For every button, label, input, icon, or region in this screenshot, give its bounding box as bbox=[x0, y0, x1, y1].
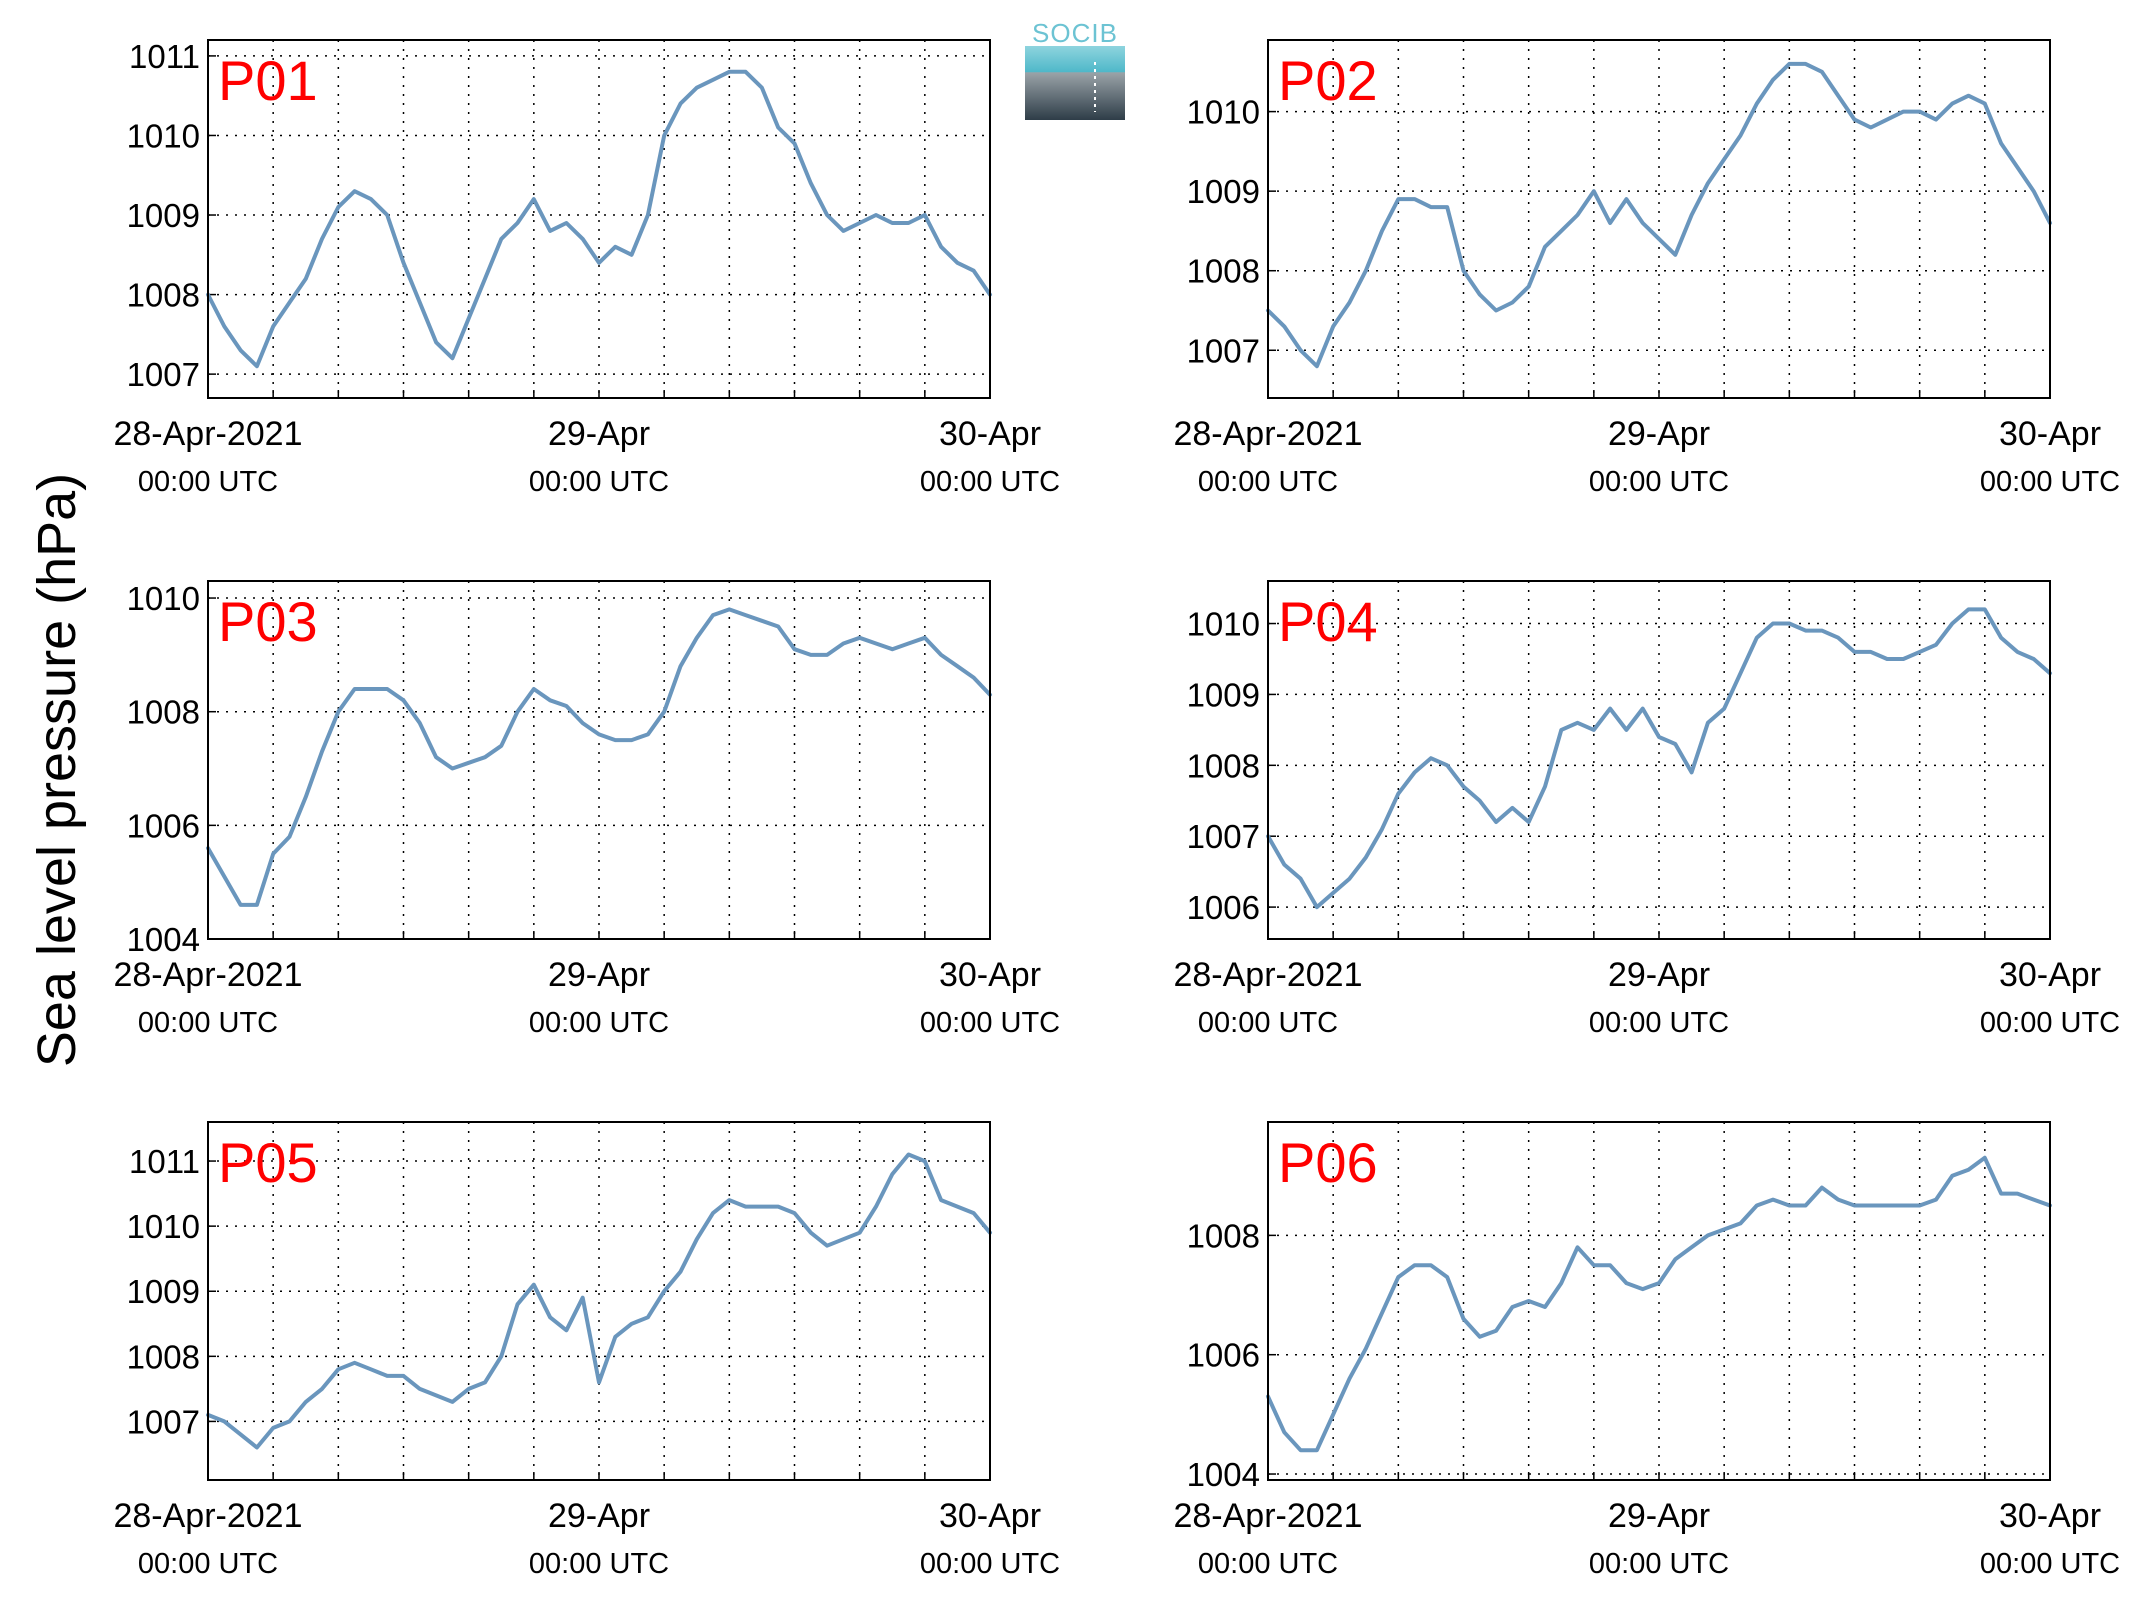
y-tick-label: 1008 bbox=[1187, 1217, 1260, 1254]
x-tick-sublabel: 00:00 UTC bbox=[138, 1548, 278, 1580]
y-axis-label: Sea level pressure (hPa) bbox=[27, 473, 87, 1067]
station-label: P02 bbox=[1278, 49, 1378, 112]
axes-frame bbox=[207, 39, 991, 399]
y-tick-label: 1008 bbox=[127, 1338, 200, 1375]
x-tick-label: 29-Apr bbox=[548, 1497, 650, 1535]
axes-frame bbox=[207, 580, 991, 940]
x-tick-sublabel: 00:00 UTC bbox=[1980, 466, 2120, 498]
x-tick-sublabel: 00:00 UTC bbox=[138, 1007, 278, 1039]
x-tick-label: 28-Apr-2021 bbox=[1173, 415, 1362, 453]
y-tick-label: 1007 bbox=[127, 1403, 200, 1440]
x-tick-label: 28-Apr-2021 bbox=[113, 1497, 302, 1535]
series-line bbox=[206, 1152, 992, 1450]
x-tick-label: 30-Apr bbox=[939, 1497, 1041, 1535]
y-tick-label: 1007 bbox=[1187, 818, 1260, 855]
x-tick-label: 28-Apr-2021 bbox=[1173, 956, 1362, 994]
x-tick-label: 29-Apr bbox=[548, 415, 650, 453]
x-tick-label: 29-Apr bbox=[1608, 1497, 1710, 1535]
plot-area bbox=[208, 1122, 990, 1480]
y-tick-label: 1010 bbox=[1187, 94, 1260, 131]
x-tick-sublabel: 00:00 UTC bbox=[1980, 1548, 2120, 1580]
socib-logo: SOCIB bbox=[1025, 18, 1125, 120]
y-tick-label: 1011 bbox=[129, 1143, 200, 1180]
x-tick-sublabel: 00:00 UTC bbox=[138, 466, 278, 498]
x-tick-sublabel: 00:00 UTC bbox=[1198, 466, 1338, 498]
y-tick-label: 1006 bbox=[127, 807, 200, 844]
y-tick-label: 1008 bbox=[127, 694, 200, 731]
x-tick-label: 29-Apr bbox=[1608, 415, 1710, 453]
plot-area bbox=[1268, 40, 2050, 398]
y-tick-label: 1009 bbox=[1187, 173, 1260, 210]
panel-p05: 1007 1008 1009 1010 1011 28-Apr-2021 00:00 UTC… bbox=[113, 1121, 1060, 1580]
x-tick-sublabel: 00:00 UTC bbox=[1980, 1007, 2120, 1039]
plot-area bbox=[208, 40, 990, 398]
x-tick-label: 28-Apr-2021 bbox=[1173, 1497, 1362, 1535]
station-label: P03 bbox=[218, 590, 318, 653]
y-tick-label: 1010 bbox=[127, 1208, 200, 1245]
y-tick-label: 1009 bbox=[1187, 676, 1260, 713]
x-tick-sublabel: 00:00 UTC bbox=[529, 466, 669, 498]
panels: 1007 1008 1009 1010 1011 28-Apr-2021 00:00 UTC… bbox=[113, 38, 2120, 1580]
station-label: P05 bbox=[218, 1131, 318, 1194]
x-tick-label: 29-Apr bbox=[548, 956, 650, 994]
panel-p03: 1004 1006 1008 1010 28-Apr-2021 00:00 UTC 29-A… bbox=[113, 580, 1060, 1039]
series-line bbox=[1266, 1155, 2052, 1453]
y-tick-label: 1009 bbox=[127, 1273, 200, 1310]
x-tick-label: 29-Apr bbox=[1608, 956, 1710, 994]
series-line bbox=[1266, 61, 2052, 369]
station-label: P06 bbox=[1278, 1131, 1378, 1194]
y-tick-label: 1009 bbox=[127, 197, 200, 234]
axes-frame bbox=[1267, 580, 2051, 940]
x-tick-sublabel: 00:00 UTC bbox=[920, 466, 1060, 498]
logo-mark bbox=[1025, 46, 1125, 120]
y-tick-label: 1008 bbox=[127, 277, 200, 314]
x-tick-sublabel: 00:00 UTC bbox=[1589, 1007, 1729, 1039]
y-tick-label: 1010 bbox=[127, 580, 200, 617]
y-tick-label: 1010 bbox=[127, 117, 200, 154]
y-tick-label: 1004 bbox=[127, 921, 200, 958]
axes-frame bbox=[1267, 1121, 2051, 1481]
panel-p04: 1006 1007 1008 1009 1010 28-Apr-2021 00:00 UTC… bbox=[1173, 580, 2120, 1039]
x-tick-sublabel: 00:00 UTC bbox=[1198, 1548, 1338, 1580]
y-tick-label: 1007 bbox=[127, 356, 200, 393]
y-tick-label: 1011 bbox=[129, 38, 200, 75]
x-tick-label: 30-Apr bbox=[1999, 415, 2101, 453]
x-tick-label: 28-Apr-2021 bbox=[113, 415, 302, 453]
x-tick-label: 30-Apr bbox=[1999, 956, 2101, 994]
station-label: P01 bbox=[218, 49, 318, 112]
y-tick-label: 1004 bbox=[1187, 1456, 1260, 1493]
x-tick-label: 30-Apr bbox=[939, 956, 1041, 994]
x-tick-sublabel: 00:00 UTC bbox=[529, 1007, 669, 1039]
y-tick-label: 1006 bbox=[1187, 889, 1260, 926]
y-tick-label: 1008 bbox=[1187, 747, 1260, 784]
x-tick-sublabel: 00:00 UTC bbox=[1589, 1548, 1729, 1580]
series-line bbox=[1266, 607, 2052, 910]
panel-p06: 1004 1006 1008 28-Apr-2021 00:00 UTC 29-Apr 00… bbox=[1173, 1121, 2120, 1580]
x-tick-sublabel: 00:00 UTC bbox=[920, 1548, 1060, 1580]
series-line bbox=[206, 69, 992, 369]
x-tick-label: 30-Apr bbox=[939, 415, 1041, 453]
x-tick-label: 28-Apr-2021 bbox=[113, 956, 302, 994]
x-tick-sublabel: 00:00 UTC bbox=[920, 1007, 1060, 1039]
y-tick-label: 1010 bbox=[1187, 606, 1260, 643]
axes-frame bbox=[1267, 39, 2051, 399]
plot-area bbox=[208, 581, 990, 939]
plot-area bbox=[1268, 581, 2050, 939]
y-tick-label: 1008 bbox=[1187, 253, 1260, 290]
y-tick-label: 1006 bbox=[1187, 1337, 1260, 1374]
x-tick-sublabel: 00:00 UTC bbox=[529, 1548, 669, 1580]
logo-text: SOCIB bbox=[1032, 18, 1118, 48]
y-tick-label: 1007 bbox=[1187, 332, 1260, 369]
panel-p02: 1007 1008 1009 1010 28-Apr-2021 00:00 UTC 29-A… bbox=[1173, 39, 2120, 498]
axes-frame bbox=[207, 1121, 991, 1481]
x-tick-label: 30-Apr bbox=[1999, 1497, 2101, 1535]
panel-p01: 1007 1008 1009 1010 1011 28-Apr-2021 00:00 UTC… bbox=[113, 38, 1060, 498]
x-tick-sublabel: 00:00 UTC bbox=[1198, 1007, 1338, 1039]
station-label: P04 bbox=[1278, 590, 1378, 653]
series-line bbox=[206, 607, 992, 907]
x-tick-sublabel: 00:00 UTC bbox=[1589, 466, 1729, 498]
